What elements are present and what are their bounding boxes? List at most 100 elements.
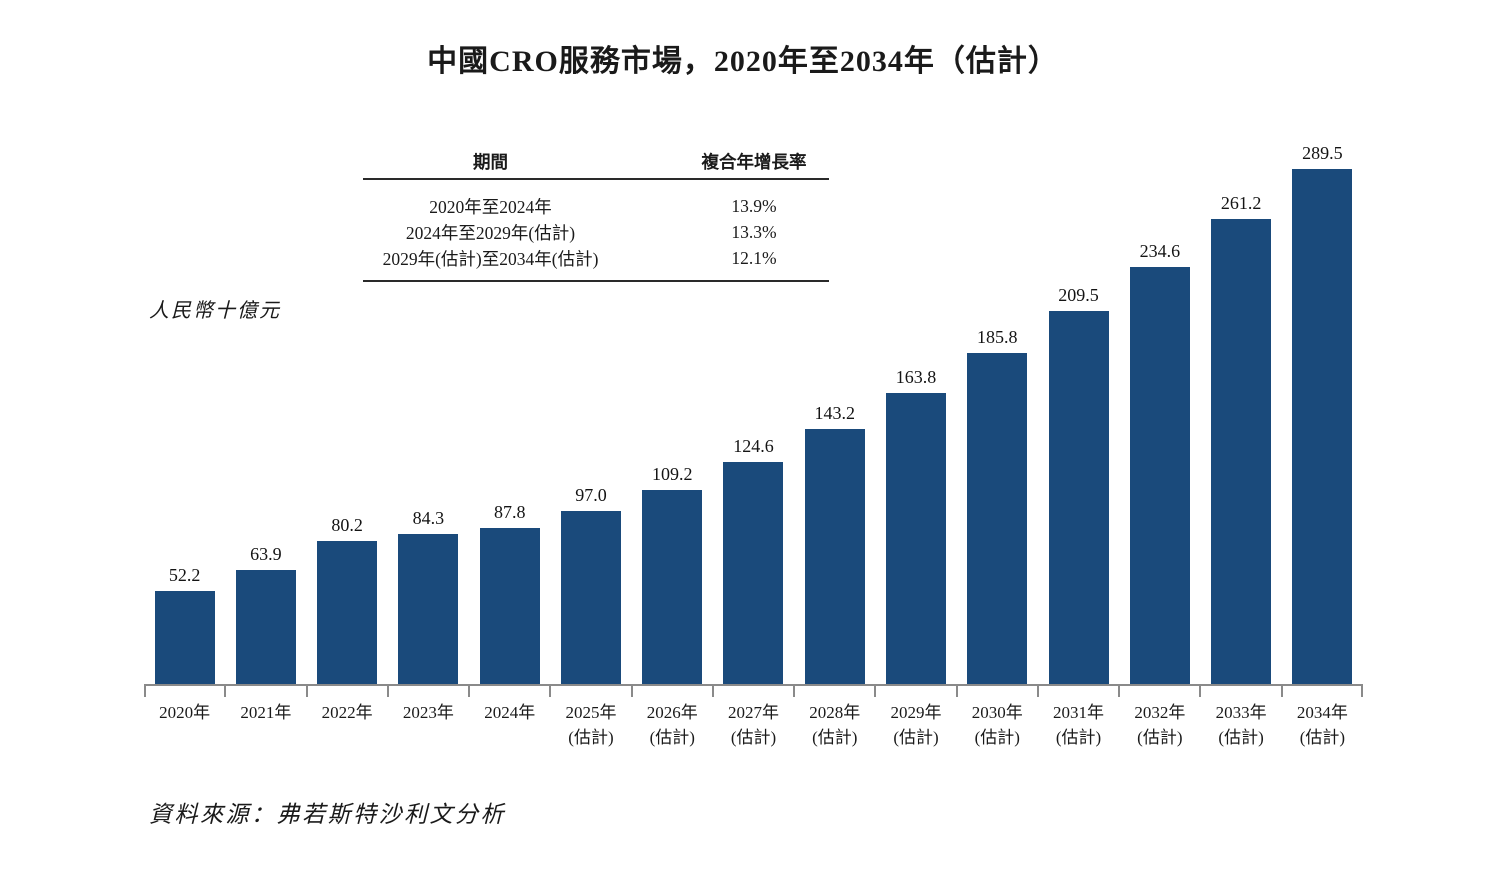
x-tick-year: 2026年 (646, 703, 698, 722)
x-tick-label: 2020年 (144, 700, 225, 750)
x-tick-note: (估計) (1299, 728, 1346, 747)
bar-slot: 163.8 (875, 163, 956, 684)
table-cell-cagr: 13.9% (731, 195, 777, 216)
axis-tick (1199, 686, 1202, 697)
axis-tick (1036, 686, 1039, 697)
x-tick-year: 2030年 (971, 703, 1023, 722)
axis-tick (711, 686, 714, 697)
axis-tick (874, 686, 877, 697)
axis-tick (468, 686, 471, 697)
bar-value-label: 87.8 (493, 501, 526, 522)
x-tick-label: 2027年 (估計) (713, 700, 794, 750)
bar-value-label: 234.6 (1139, 240, 1181, 261)
axis-tick (955, 686, 958, 697)
bar-slot: 109.2 (632, 163, 713, 684)
x-tick-year: 2022年 (321, 703, 373, 722)
axis-tick (1280, 686, 1283, 697)
cagr-table-header: 期間 複合年增長率 (363, 144, 829, 180)
bar-value-label: 289.5 (1302, 143, 1343, 163)
axis-tick (1118, 686, 1121, 697)
bar (1129, 266, 1190, 684)
bar (560, 511, 621, 684)
bar-slot: 80.2 (307, 163, 388, 684)
x-tick-label: 2028年 (估計) (794, 700, 875, 750)
bar (804, 429, 865, 684)
table-header-period: 期間 (473, 151, 508, 172)
x-tick-year: 2020年 (159, 703, 211, 722)
x-tick-year: 2031年 (1053, 703, 1105, 722)
bar-slot: 234.6 (1119, 163, 1200, 684)
bar-slot: 143.2 (794, 163, 875, 684)
bar (154, 591, 215, 684)
bar (1292, 169, 1353, 684)
x-tick-note: (估計) (812, 728, 858, 747)
source-note: 資料來源：弗若斯特沙利文分析 (149, 802, 506, 827)
bar (723, 462, 784, 684)
bar-slot: 289.5 (1282, 143, 1363, 684)
x-tick-year: 2034年 (1296, 703, 1348, 722)
axis-tick (793, 686, 796, 697)
x-tick-label: 2034年 (估計) (1282, 700, 1363, 750)
bar (886, 392, 947, 684)
axis-tick (1361, 686, 1363, 697)
bar-slot: 87.8 (469, 163, 550, 684)
bar (642, 489, 703, 684)
bar-slot: 261.2 (1200, 163, 1281, 684)
x-tick-year: 2028年 (809, 703, 861, 722)
x-tick-note: (估計) (1218, 728, 1264, 747)
x-tick-label: 2031年 (估計) (1038, 700, 1119, 750)
x-tick-year: 2021年 (240, 703, 292, 722)
bar-slot: 63.9 (225, 163, 306, 684)
x-tick-note: (估計) (974, 728, 1020, 747)
x-tick-note: (估計) (1137, 728, 1183, 747)
bar-slot: 52.2 (144, 163, 225, 684)
bar-slot: 84.3 (388, 163, 469, 684)
x-tick-note: (估計) (730, 728, 777, 747)
table-cell-period: 2029年(估計)至2034年(估計) (382, 248, 599, 269)
bar-value-label: 185.8 (977, 327, 1018, 348)
table-cell-cagr: 12.1% (731, 247, 777, 268)
axis-tick (144, 686, 146, 697)
table-row: 2024年至2029年(估計) 13.3% (363, 219, 829, 245)
x-tick-label: 2032年 (估計) (1119, 700, 1200, 750)
x-tick-label: 2022年 (307, 700, 388, 750)
bar-chart: 52.2 63.9 80.2 84.3 87.8 97.0 109.2 124.6 143.2 1… (144, 143, 1363, 750)
plot-area: 52.2 63.9 80.2 84.3 87.8 97.0 109.2 124.6 143.2 1… (144, 143, 1363, 684)
x-tick-label: 2029年 (估計) (875, 700, 956, 750)
bar-value-label: 261.2 (1220, 193, 1262, 214)
bar (1211, 219, 1272, 684)
bar-value-label: 143.2 (814, 403, 856, 424)
x-tick-year: 2024年 (484, 703, 536, 722)
bar (1048, 311, 1109, 684)
x-tick-year: 2027年 (727, 703, 779, 722)
x-tick-label: 2023年 (388, 700, 469, 750)
x-tick-year: 2032年 (1134, 703, 1186, 722)
x-tick-note: (估計) (1055, 728, 1102, 747)
axis-tick (224, 686, 227, 697)
x-tick-year: 2023年 (402, 703, 454, 722)
table-cell-period: 2020年至2024年 (429, 196, 552, 217)
table-row: 2029年(估計)至2034年(估計) 12.1% (363, 245, 829, 271)
bar (479, 527, 540, 684)
axis-tick (549, 686, 552, 697)
x-tick-note: (估計) (649, 728, 695, 747)
axis-tick (386, 686, 389, 697)
x-tick-year: 2029年 (890, 703, 942, 722)
bar-slot: 124.6 (713, 163, 794, 684)
x-tick-note: (估計) (568, 728, 614, 747)
axis-tick (305, 686, 308, 697)
bar-slot: 97.0 (550, 163, 631, 684)
table-header-cagr: 複合年增長率 (701, 151, 807, 172)
bar-slot: 185.8 (957, 163, 1038, 684)
table-cell-period: 2024年至2029年(估計) (405, 222, 576, 243)
x-tick-note: (估計) (893, 728, 939, 747)
bar-value-label: 109.2 (651, 463, 693, 484)
bar-value-label: 124.6 (733, 436, 774, 457)
bar-value-label: 209.5 (1058, 285, 1099, 306)
y-axis-unit-label: 人民幣十億元 (149, 300, 281, 322)
bar-value-label: 97.0 (575, 485, 607, 506)
x-tick-year: 2033年 (1215, 703, 1267, 722)
x-tick-label: 2033年 (估計) (1200, 700, 1281, 750)
x-tick-label: 2021年 (225, 700, 306, 750)
